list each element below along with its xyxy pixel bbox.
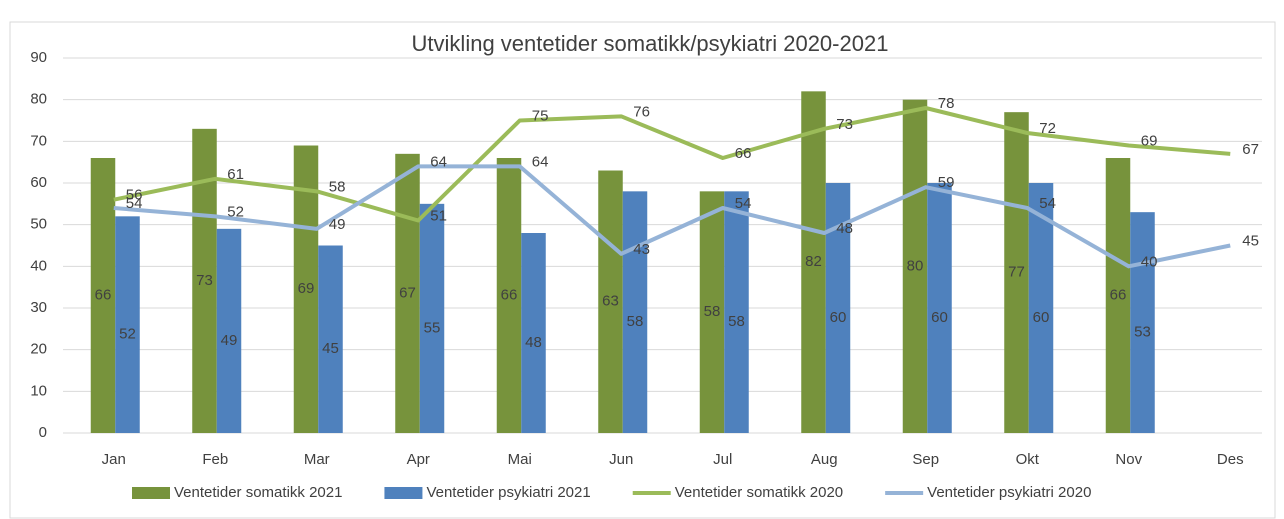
bar: [927, 183, 952, 433]
legend-label: Ventetider somatikk 2021: [174, 484, 342, 501]
line-label: 54: [126, 195, 143, 212]
x-tick-label: Nov: [1115, 451, 1142, 468]
legend-swatch: [384, 487, 423, 499]
bar: [1028, 183, 1054, 433]
x-tick-label: Jul: [713, 451, 732, 468]
line-label: 78: [938, 95, 955, 112]
line-label: 52: [227, 203, 244, 220]
line-label: 61: [227, 166, 244, 183]
y-tick-label: 40: [30, 257, 47, 274]
bar: [521, 233, 546, 433]
bar: [419, 203, 445, 433]
bar-label: 58: [728, 313, 745, 330]
bar: [622, 191, 648, 433]
x-tick-label: Feb: [202, 451, 228, 468]
line: [113, 164, 1231, 269]
x-tick-label: Aug: [811, 451, 838, 468]
bar: [318, 245, 343, 433]
bar-label: 80: [907, 257, 924, 274]
bar-label: 66: [95, 286, 112, 303]
bar: [395, 153, 420, 434]
bar: [724, 191, 749, 433]
line-label: 67: [1242, 141, 1259, 158]
line-label: 75: [532, 107, 549, 124]
bar-label: 53: [1134, 324, 1151, 341]
y-tick-label: 70: [30, 132, 47, 149]
bar-label: 60: [830, 309, 847, 326]
y-tick-label: 10: [30, 382, 47, 399]
bar-label: 48: [525, 334, 542, 351]
line-label: 59: [938, 174, 955, 191]
bar-label: 66: [501, 286, 518, 303]
line-label: 58: [329, 178, 346, 195]
line-label: 51: [430, 207, 447, 224]
y-tick-label: 20: [30, 341, 47, 358]
bar: [1105, 158, 1131, 433]
x-tick-label: Mar: [304, 451, 330, 468]
line-label: 66: [735, 145, 752, 162]
line-label: 64: [532, 153, 549, 170]
bar-label: 52: [119, 326, 136, 343]
line-label: 54: [1039, 195, 1056, 212]
x-tick-label: Jun: [609, 451, 633, 468]
bar: [90, 158, 116, 433]
bar-label: 49: [221, 332, 238, 349]
line-label: 69: [1141, 132, 1158, 149]
line: [113, 106, 1231, 223]
bar: [216, 228, 242, 433]
bar: [598, 170, 623, 433]
bar-label: 67: [399, 284, 416, 301]
bar-label: 82: [805, 253, 822, 270]
bar-label: 66: [1110, 286, 1127, 303]
x-tick-label: Des: [1217, 451, 1244, 468]
bar: [801, 91, 826, 433]
legend-label: Ventetider psykiatri 2020: [927, 484, 1091, 501]
bar-label: 60: [1033, 309, 1050, 326]
bar: [1004, 112, 1029, 434]
legend-swatch: [132, 487, 170, 499]
bar: [902, 99, 928, 434]
line-label: 64: [430, 153, 447, 170]
y-tick-label: 90: [30, 49, 47, 66]
line-label: 56: [126, 187, 143, 204]
line-label: 43: [633, 241, 650, 258]
y-tick-label: 60: [30, 174, 47, 191]
line-label: 40: [1141, 253, 1158, 270]
bar-label: 73: [196, 272, 213, 289]
bar-label: 58: [627, 313, 644, 330]
bar: [496, 158, 522, 433]
y-tick-label: 30: [30, 299, 47, 316]
line-label: 76: [633, 103, 650, 120]
bar-label: 63: [602, 293, 619, 310]
y-tick-label: 80: [30, 91, 47, 108]
x-tick-label: Sep: [912, 451, 939, 468]
y-tick-label: 0: [39, 424, 47, 441]
bar-label: 55: [424, 319, 441, 336]
line-label: 48: [836, 220, 853, 237]
legend-label: Ventetider psykiatri 2021: [426, 484, 590, 501]
bar-label: 69: [298, 280, 315, 297]
line-label: 54: [735, 195, 752, 212]
x-tick-label: Okt: [1016, 451, 1040, 468]
line-label: 45: [1242, 232, 1259, 249]
bar-label: 60: [931, 309, 948, 326]
x-tick-label: Apr: [407, 451, 430, 468]
bar-label: 58: [704, 303, 721, 320]
line-label: 49: [329, 216, 346, 233]
bar: [293, 145, 319, 433]
line-label: 73: [836, 116, 853, 133]
x-tick-label: Jan: [102, 451, 126, 468]
legend-label: Ventetider somatikk 2020: [675, 484, 843, 501]
chart-title: Utvikling ventetider somatikk/psykiatri …: [412, 31, 889, 56]
x-tick-label: Mai: [508, 451, 532, 468]
line-label: 72: [1039, 120, 1056, 137]
y-tick-label: 50: [30, 216, 47, 233]
bar: [115, 216, 140, 433]
bar-label: 77: [1008, 264, 1025, 281]
bar: [699, 191, 725, 433]
bar-label: 45: [322, 340, 339, 357]
bar: [1130, 212, 1155, 433]
